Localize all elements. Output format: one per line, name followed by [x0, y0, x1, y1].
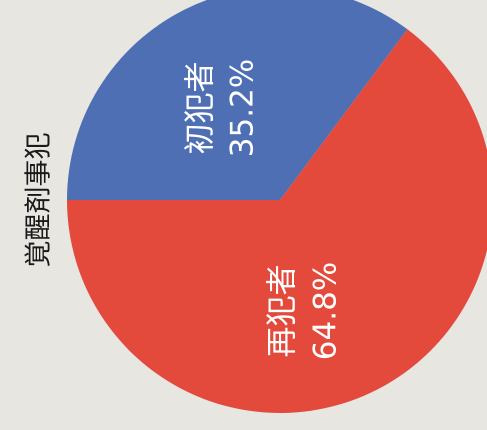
pie-slice-repeat-offender: [67, 29, 487, 413]
slice-label-repeat-offender: 再犯者: [265, 265, 301, 358]
pie-slices: [67, 0, 487, 413]
pie-slice-first-offender: [67, 0, 408, 200]
slice-value-first-offender: 35.2%: [225, 59, 261, 157]
slice-label-first-offender: 初犯者: [183, 62, 219, 155]
chart-title: 覚醒剤事犯: [24, 133, 55, 268]
slice-value-repeat-offender: 64.8%: [308, 262, 344, 360]
